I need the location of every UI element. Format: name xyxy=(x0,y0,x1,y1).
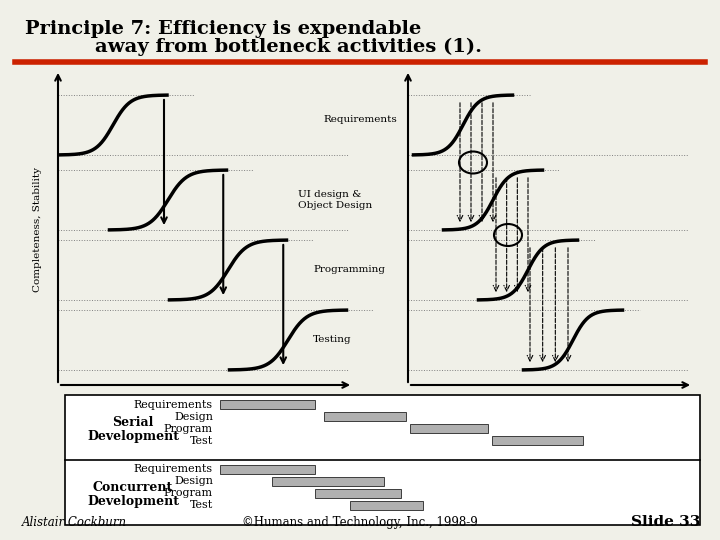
Bar xyxy=(272,477,384,486)
Text: Test: Test xyxy=(190,501,213,510)
Text: Requirements: Requirements xyxy=(134,400,213,409)
Text: Completeness, Stability: Completeness, Stability xyxy=(34,167,42,293)
Text: Concurrent: Concurrent xyxy=(93,481,173,494)
Bar xyxy=(410,424,487,433)
Bar xyxy=(315,489,401,498)
Text: Requirements: Requirements xyxy=(323,116,397,125)
Bar xyxy=(220,465,315,474)
Text: Testing: Testing xyxy=(313,335,351,345)
Text: Design: Design xyxy=(174,476,213,487)
Text: Principle 7: Efficiency is expendable: Principle 7: Efficiency is expendable xyxy=(25,20,421,38)
Text: ©Humans and Technology, Inc., 1998-9: ©Humans and Technology, Inc., 1998-9 xyxy=(242,516,478,529)
Text: Program: Program xyxy=(164,423,213,434)
Bar xyxy=(492,436,582,445)
Text: Requirements: Requirements xyxy=(134,464,213,475)
Bar xyxy=(65,395,700,525)
Text: Development: Development xyxy=(87,430,179,443)
Text: Programming: Programming xyxy=(313,266,385,274)
Bar xyxy=(323,412,405,421)
Text: Alistair Cockburn: Alistair Cockburn xyxy=(22,516,127,529)
Text: Design: Design xyxy=(174,411,213,422)
Text: away from bottleneck activities (1).: away from bottleneck activities (1). xyxy=(95,38,482,56)
Text: Test: Test xyxy=(190,435,213,445)
Text: Serial: Serial xyxy=(112,416,153,429)
Text: Slide 33: Slide 33 xyxy=(631,515,700,529)
Text: UI design &
Object Design: UI design & Object Design xyxy=(298,190,372,210)
Bar xyxy=(220,400,315,409)
Text: Development: Development xyxy=(87,495,179,508)
Text: Program: Program xyxy=(164,489,213,498)
Bar xyxy=(349,501,423,510)
